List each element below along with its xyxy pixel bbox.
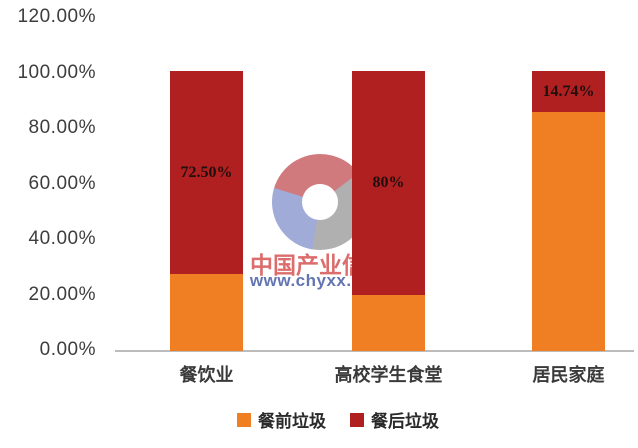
y-tick-label: 100.00%: [17, 61, 96, 83]
segment-pre-meal: [352, 295, 425, 351]
bar-0: 72.50%: [170, 71, 243, 351]
y-tick-label: 120.00%: [17, 6, 96, 27]
legend-label: 餐后垃圾: [371, 412, 439, 431]
legend-swatch-icon: [237, 412, 251, 427]
segment-pre-meal: [170, 274, 243, 351]
segment-post-meal: 72.50%: [170, 71, 243, 274]
y-tick-label: 20.00%: [28, 283, 96, 305]
data-label: 14.74%: [542, 82, 595, 100]
y-tick-label: 40.00%: [28, 228, 96, 249]
y-tick-label: 60.00%: [28, 172, 96, 194]
legend: 餐前垃圾 餐后垃圾: [19, 407, 638, 432]
y-tick-label: 80.00%: [28, 117, 96, 138]
segment-pre-meal: [532, 112, 605, 351]
legend-label: 餐前垃圾: [258, 412, 326, 431]
data-label: 72.50%: [180, 163, 233, 181]
category-label: 居民家庭: [532, 365, 605, 385]
segment-post-meal: 14.74%: [532, 71, 605, 113]
category-label: 餐饮业: [179, 365, 234, 385]
x-axis-line: [115, 350, 634, 352]
segment-post-meal: 80%: [352, 71, 425, 295]
bar-2: 14.74%: [532, 71, 605, 351]
y-tick-label: 0.00%: [39, 339, 96, 360]
legend-item: 餐前垃圾: [237, 407, 326, 432]
data-label: 80%: [372, 174, 405, 191]
bar-1: 80%: [352, 71, 425, 351]
legend-item: 餐后垃圾: [350, 407, 439, 432]
legend-swatch-icon: [350, 412, 364, 427]
category-label: 高校学生食堂: [334, 365, 443, 385]
